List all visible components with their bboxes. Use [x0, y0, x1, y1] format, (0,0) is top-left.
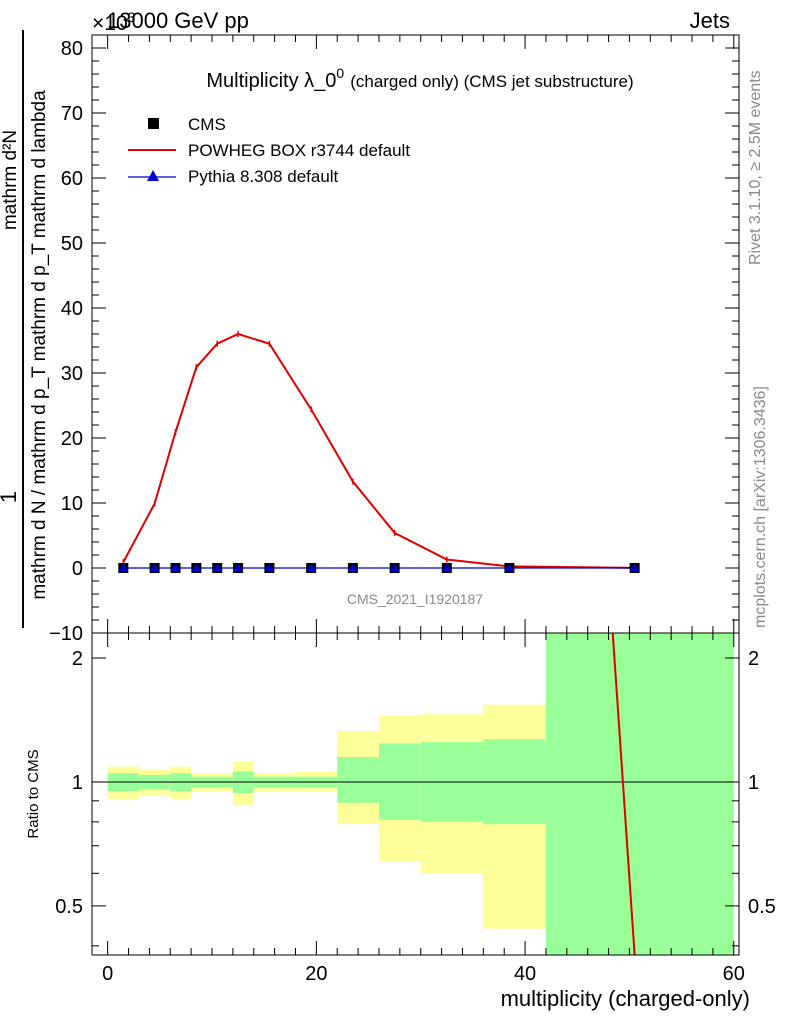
ratio-y-tick-label: 1	[748, 772, 759, 794]
ratio-x-ticks: 0 20 40 60	[102, 633, 745, 985]
x-tick-label: 60	[723, 963, 745, 985]
main-y-tick-label: −10	[49, 623, 83, 645]
x-tick-label: 0	[102, 963, 113, 985]
x-tick-label: 40	[514, 963, 536, 985]
header-left: 13000 GeV pp	[107, 8, 249, 33]
ratio-powheg-line	[611, 632, 636, 956]
main-y-ticks: −10 0 10 20 30 40 50 60 70 80	[49, 34, 739, 645]
pythia-point	[212, 563, 222, 571]
main-ylabel: 1 mathrm d N / mathrm d p_T mathrm d p_T…	[0, 30, 50, 628]
ratio-lines	[92, 632, 739, 956]
main-y-tick-label: 20	[61, 428, 83, 450]
ratio-y-tick-label: 2	[72, 648, 83, 670]
ylabel-top: 1	[0, 491, 21, 503]
pythia-point	[390, 563, 400, 571]
x-tick-label: 20	[305, 963, 327, 985]
exponent-label: ×103	[92, 9, 136, 35]
main-y-tick-label: 40	[61, 298, 83, 320]
ratio-y-ticks: 0.5 0.5 1 1 2 2	[55, 648, 776, 947]
pythia-point	[348, 563, 358, 571]
ratio-y-tick-label: 0.5	[55, 896, 83, 918]
ratio-y-tick-label: 1	[72, 772, 83, 794]
pythia-point	[191, 563, 201, 571]
main-y-tick-label: 70	[61, 103, 83, 125]
main-x-ticks	[107, 35, 735, 633]
powheg-line	[122, 332, 635, 569]
ratio-panel: 0.5 0.5 1 1 2 2 0 20 40 60 Ratio to CMS multipli…	[25, 632, 776, 1011]
ylabel-num: mathrm d²N	[0, 130, 21, 230]
pythia-point	[504, 563, 514, 571]
pythia-point	[233, 563, 243, 571]
pythia-point	[306, 563, 316, 571]
pythia-point	[150, 563, 160, 571]
main-y-tick-label: 60	[61, 168, 83, 190]
main-panel: −10 0 10 20 30 40 50 60 70 80 Multiplicity λ_00 (c…	[49, 34, 740, 645]
ratio-bands	[107, 633, 734, 955]
pythia-point	[442, 563, 452, 571]
watermark: CMS_2021_I1920187	[347, 591, 483, 607]
rivet-label: Rivet 3.1.10, ≥ 2.5M events	[747, 70, 764, 265]
ratio-y-tick-label: 0.5	[748, 896, 776, 918]
legend-cms-label: CMS	[188, 115, 226, 134]
ratio-band-green	[545, 633, 734, 955]
main-series	[118, 331, 640, 573]
legend-powheg-label: POWHEG BOX r3744 default	[188, 141, 410, 160]
legend-pythia-marker	[147, 170, 159, 181]
main-y-tick-label: 30	[61, 363, 83, 385]
pythia-point	[170, 563, 180, 571]
main-y-tick-label: 50	[61, 233, 83, 255]
legend: CMS POWHEG BOX r3744 default Pythia 8.30…	[128, 115, 410, 186]
mcplots-label: mcplots.cern.ch [arXiv:1306.3436]	[752, 386, 769, 628]
legend-cms-marker	[148, 118, 159, 129]
pythia-point	[264, 563, 274, 571]
ratio-frame	[91, 632, 740, 956]
main-y-tick-label: 10	[61, 493, 83, 515]
ratio-ylabel: Ratio to CMS	[25, 749, 42, 838]
main-title: Multiplicity λ_00 (charged only) (CMS jet…	[206, 65, 633, 92]
ratio-y-tick-label: 2	[748, 648, 759, 670]
x-axis-label: multiplicity (charged-only)	[501, 986, 750, 1011]
legend-pythia-label: Pythia 8.308 default	[188, 167, 339, 186]
main-y-tick-label: 80	[61, 38, 83, 60]
header-right: Jets	[690, 8, 730, 33]
ylabel-bottom: mathrm d N / mathrm d p_T mathrm d p_T m…	[29, 90, 50, 600]
main-y-tick-label: 0	[72, 558, 83, 580]
pythia-point	[630, 563, 640, 571]
pythia-point	[118, 563, 128, 571]
ratio-band-green	[337, 756, 379, 803]
